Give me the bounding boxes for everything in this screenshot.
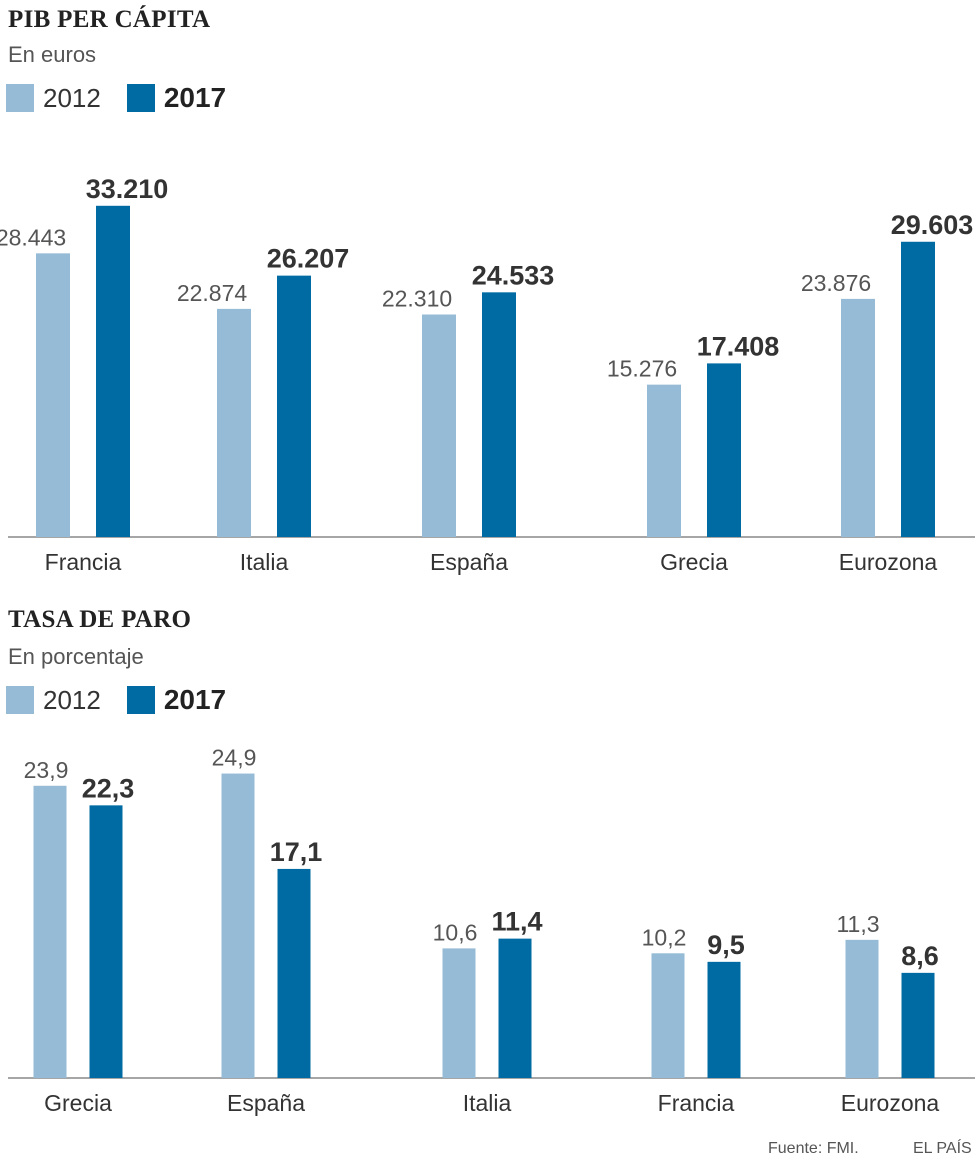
- value-label-2017: 17,1: [270, 837, 323, 867]
- value-label-2012: 15.276: [607, 356, 677, 382]
- category-label: España: [227, 1090, 305, 1116]
- value-label-2012: 10,6: [433, 919, 478, 945]
- category-label: Grecia: [44, 1090, 112, 1116]
- bar-2012-italia: [442, 948, 476, 1078]
- bar-2012-eurozona: [845, 939, 879, 1078]
- value-label-2012: 23,9: [24, 757, 69, 783]
- chart2-legend: 2012 2017: [6, 684, 252, 716]
- bar-2012-grecia: [33, 785, 67, 1078]
- chart2-title: TASA DE PARO: [8, 606, 192, 633]
- bar-2017-grecia: [707, 363, 741, 537]
- value-label-2012: 28.443: [0, 224, 66, 250]
- bar-2012-españa: [221, 773, 255, 1078]
- legend-label-2017: 2017: [163, 82, 227, 113]
- legend-label-2012: 2012: [43, 684, 101, 715]
- category-label: Francia: [658, 1090, 735, 1116]
- value-label-2017: 33.210: [86, 174, 169, 204]
- chart2-svg: 23,9 22,3 Grecia 24,9 17,1 España 10,6 11,4 Ital…: [8, 745, 975, 1116]
- value-label-2012: 22.310: [382, 286, 452, 312]
- bar-2017-españa: [277, 868, 311, 1078]
- value-label-2017: 26.207: [267, 244, 350, 274]
- value-label-2017: 17.408: [697, 331, 780, 361]
- category-label: Francia: [45, 549, 122, 575]
- chart1-svg: 28.443 33.210 Francia 22.874 26.207 Italia 22.…: [0, 174, 975, 575]
- bar-2017-italia: [498, 938, 532, 1078]
- legend-swatch-2017: [126, 686, 155, 714]
- bar-2017-grecia: [89, 805, 123, 1078]
- value-label-2017: 24.533: [472, 260, 555, 290]
- bar-2012-grecia: [647, 384, 681, 537]
- brand-label: EL PAÍS: [913, 1140, 972, 1157]
- legend-swatch-2017: [126, 84, 155, 112]
- value-label-2017: 22,3: [82, 773, 135, 803]
- value-label-2017: 8,6: [901, 941, 939, 971]
- chart2-subtitle: En porcentaje: [8, 644, 144, 669]
- bar-2012-italia: [217, 308, 251, 537]
- value-label-2012: 10,2: [642, 924, 687, 950]
- chart1-legend: 2012 2017: [6, 82, 252, 114]
- chart1-subtitle: En euros: [8, 42, 97, 67]
- category-label: Italia: [463, 1090, 512, 1116]
- bar-2017-eurozona: [901, 972, 935, 1078]
- category-label: Grecia: [660, 549, 728, 575]
- bar-2017-francia: [96, 205, 130, 538]
- bar-2012-eurozona: [841, 298, 875, 537]
- category-label: Italia: [240, 549, 289, 575]
- category-label: Eurozona: [841, 1090, 940, 1116]
- bar-2017-españa: [482, 292, 516, 537]
- value-label-2017: 9,5: [707, 930, 745, 960]
- value-label-2012: 22.874: [177, 280, 248, 306]
- legend-swatch-2012: [6, 686, 34, 714]
- legend-label-2017: 2017: [163, 684, 227, 715]
- bar-2012-francia: [651, 953, 685, 1078]
- value-label-2012: 11,3: [836, 911, 879, 937]
- bar-2017-francia: [707, 961, 741, 1078]
- value-label-2012: 23.876: [801, 270, 871, 296]
- value-label-2017: 29.603: [891, 210, 974, 240]
- chart1-title: PIB PER CÁPITA: [8, 6, 211, 33]
- bar-2012-francia: [36, 253, 70, 537]
- bar-2017-eurozona: [901, 241, 935, 537]
- source-note: Fuente: FMI.: [768, 1140, 859, 1157]
- bar-2017-italia: [277, 275, 311, 537]
- value-label-2012: 24,9: [212, 745, 257, 771]
- legend-swatch-2012: [6, 84, 34, 112]
- bar-2012-españa: [422, 314, 456, 537]
- legend-label-2012: 2012: [43, 82, 101, 113]
- category-label: España: [430, 549, 508, 575]
- value-label-2017: 11,4: [491, 907, 542, 937]
- category-label: Eurozona: [839, 549, 938, 575]
